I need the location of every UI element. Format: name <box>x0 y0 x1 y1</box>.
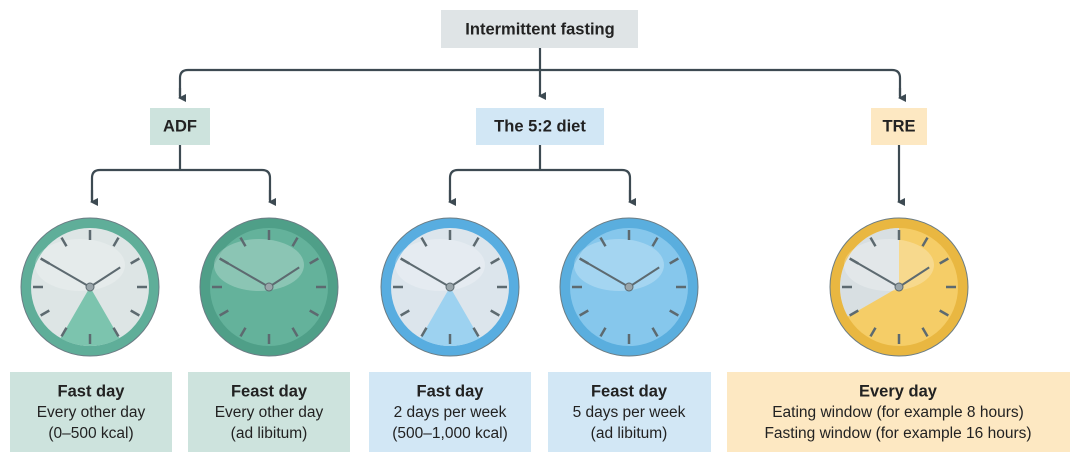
root-label: Intermittent fasting <box>465 20 614 38</box>
clock-tick <box>849 309 859 317</box>
connectors <box>90 48 906 206</box>
option-title: Every day <box>859 382 938 400</box>
branch-label: TRE <box>883 117 916 135</box>
option-line: Every other day <box>215 404 324 421</box>
clock-tick <box>219 309 229 317</box>
clock-tick <box>579 309 589 317</box>
option-line: (500–1,000 kcal) <box>392 425 507 442</box>
clock-shine <box>395 239 485 291</box>
clock-tick <box>239 327 247 337</box>
clock-hand <box>406 261 451 288</box>
clock-tick <box>921 327 929 337</box>
clock-tick <box>651 327 659 337</box>
clock-tick <box>599 327 607 337</box>
clock-shine <box>844 239 934 291</box>
option-line: 2 days per week <box>394 404 507 421</box>
option-box <box>727 372 1070 452</box>
clock-tick <box>309 257 319 265</box>
option-box <box>369 372 531 452</box>
clock-tick <box>309 309 319 317</box>
option-title: Feast day <box>231 382 308 400</box>
clock-hand <box>225 261 270 288</box>
clock-tick <box>239 237 247 247</box>
clock-tick <box>40 309 50 317</box>
clock-hand <box>898 266 930 288</box>
clock-sector <box>839 227 899 317</box>
clock-tick <box>291 237 299 247</box>
clock-shine <box>35 239 125 291</box>
option-title: Fast day <box>58 382 126 400</box>
clock-tick <box>291 327 299 337</box>
clock-tick <box>472 237 480 247</box>
root-box <box>441 10 638 48</box>
option-box <box>548 372 711 452</box>
clock-center <box>445 282 455 292</box>
clock-tick <box>669 257 679 265</box>
clock-hand <box>89 266 121 288</box>
clock-tick <box>420 237 428 247</box>
branch-label: ADF <box>163 117 197 135</box>
clock-center <box>624 282 634 292</box>
clock-tick <box>112 327 120 337</box>
clock-tick <box>472 327 480 337</box>
clock-hand <box>628 266 660 288</box>
option-title: Fast day <box>417 382 485 400</box>
clock-center <box>85 282 95 292</box>
clock-hand <box>585 261 630 288</box>
clock-tick <box>60 237 68 247</box>
branch-label: The 5:2 diet <box>494 117 586 135</box>
option-line: (ad libitum) <box>231 425 308 442</box>
clock-tick <box>939 257 949 265</box>
option-line: Every other day <box>37 404 146 421</box>
clock-tick <box>420 327 428 337</box>
option-box <box>188 372 350 452</box>
clock-tick <box>130 309 140 317</box>
clock-center <box>264 282 274 292</box>
clock-sector <box>420 287 480 346</box>
option-line: 5 days per week <box>573 404 686 421</box>
clock-tick <box>599 237 607 247</box>
branch-box <box>871 108 927 145</box>
clocks <box>20 217 969 357</box>
clock-hand <box>855 261 900 288</box>
clock-tick <box>669 309 679 317</box>
clock-tick <box>112 237 120 247</box>
clock-hand <box>46 261 91 288</box>
clock-tick <box>651 237 659 247</box>
clock-shine <box>574 239 664 291</box>
clock-sector <box>60 287 120 346</box>
clock-hand <box>449 266 481 288</box>
branch-box <box>150 108 210 145</box>
clock-tick <box>60 327 68 337</box>
branch-box <box>476 108 604 145</box>
clock-tick <box>400 309 410 317</box>
clock-tick <box>939 309 949 317</box>
clock-tick <box>869 327 877 337</box>
clock-tick <box>921 237 929 247</box>
clock-shine <box>214 239 304 291</box>
option-line: (0–500 kcal) <box>48 425 133 442</box>
option-box <box>10 372 172 452</box>
clock-tick <box>869 237 877 247</box>
clock-tick <box>490 257 500 265</box>
option-title: Feast day <box>591 382 668 400</box>
clock-center <box>894 282 904 292</box>
option-line: (ad libitum) <box>591 425 668 442</box>
clock-tick <box>130 257 140 265</box>
option-line: Eating window (for example 8 hours) <box>772 404 1024 421</box>
option-line: Fasting window (for example 16 hours) <box>764 425 1031 442</box>
clock-tick <box>490 309 500 317</box>
clock-hand <box>268 266 300 288</box>
